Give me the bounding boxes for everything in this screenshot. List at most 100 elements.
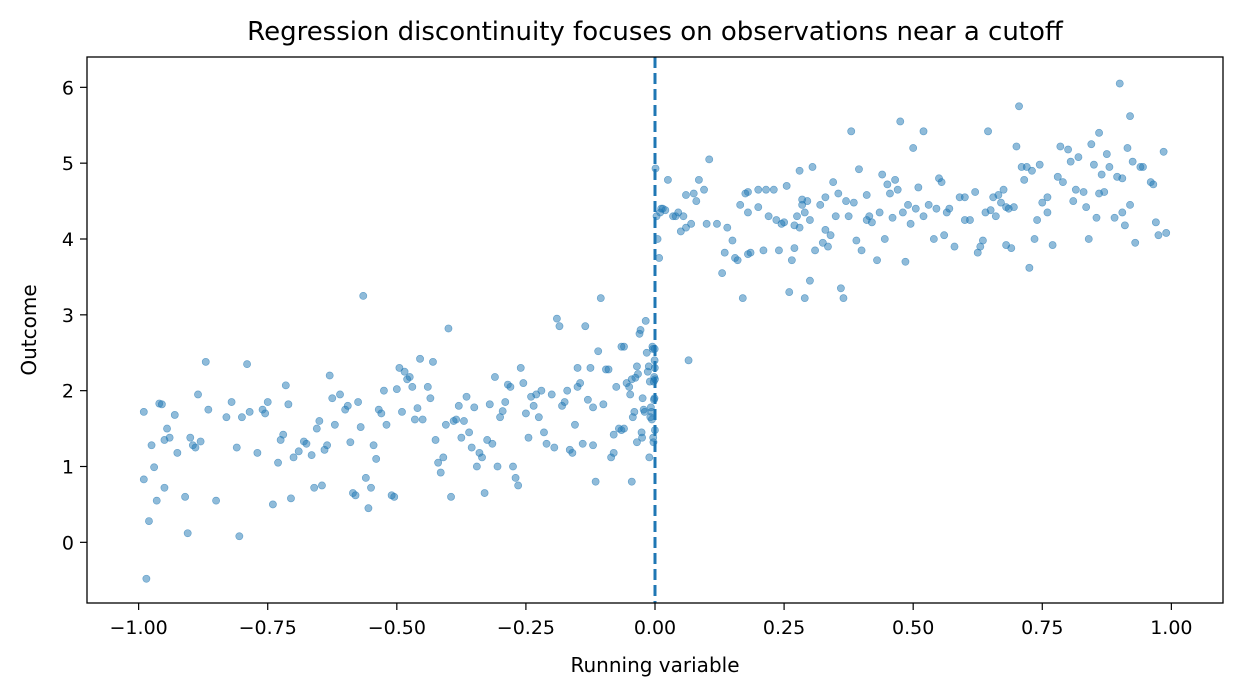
scatter-point — [684, 356, 693, 365]
scatter-point — [361, 473, 370, 482]
scatter-point — [1162, 229, 1171, 237]
scatter-point — [1030, 235, 1039, 243]
scatter-point — [594, 347, 603, 356]
scatter-point — [634, 370, 642, 378]
scatter-point — [534, 413, 543, 422]
scatter-point — [408, 382, 417, 391]
scatter-point — [434, 458, 443, 467]
scatter-point — [777, 219, 786, 228]
scatter-point — [186, 433, 195, 442]
scatter-point — [626, 390, 635, 399]
scatter-point — [238, 413, 246, 422]
scatter-point — [627, 375, 636, 384]
scatter-point — [1082, 203, 1091, 212]
scatter-point — [1071, 185, 1080, 194]
scatter-point — [782, 182, 791, 190]
scatter-point — [800, 208, 809, 217]
scatter-point — [1139, 163, 1147, 171]
scatter-point — [263, 398, 272, 406]
scatter-point — [222, 413, 231, 422]
scatter-point — [824, 242, 832, 251]
scatter-point — [1007, 244, 1016, 252]
scatter-point — [390, 492, 399, 501]
scatter-point — [1012, 142, 1021, 151]
scatter-point — [904, 200, 912, 209]
scatter-point — [627, 477, 636, 486]
scatter-point — [883, 180, 892, 189]
scatter-point — [547, 390, 556, 399]
scatter-point — [568, 448, 577, 457]
scatter-point — [878, 170, 887, 179]
scatter-point — [152, 496, 161, 505]
scatter-point — [139, 407, 148, 416]
scatter-point — [1102, 150, 1111, 158]
scatter-point — [1120, 221, 1129, 230]
scatter-point — [467, 443, 476, 452]
scatter-point — [787, 256, 796, 265]
scatter-point — [599, 400, 608, 409]
scatter-point — [978, 236, 987, 245]
scatter-point — [795, 166, 804, 175]
scatter-point — [790, 244, 799, 252]
scatter-point — [821, 193, 830, 202]
scatter-point — [694, 175, 703, 184]
scatter-point — [441, 420, 450, 429]
scatter-point — [302, 439, 311, 448]
scatter-point — [1123, 144, 1132, 152]
scatter-point — [343, 401, 352, 410]
scatter-point — [960, 193, 969, 202]
scatter-point — [470, 403, 479, 412]
scatter-point — [705, 155, 714, 164]
scatter-point — [806, 216, 814, 224]
scatter-point — [392, 385, 401, 394]
scatter-point — [906, 219, 915, 228]
scatter-point — [416, 354, 424, 363]
x-tick-label: −0.50 — [368, 617, 426, 639]
x-tick-label: −0.75 — [239, 617, 297, 639]
scatter-point — [945, 204, 954, 213]
scatter-point — [227, 398, 236, 406]
scatter-point — [472, 462, 481, 471]
scatter-point — [886, 189, 894, 198]
scatter-point — [940, 231, 949, 240]
scatter-point — [491, 373, 499, 381]
scatter-point — [480, 489, 489, 497]
scatter-point — [986, 206, 995, 215]
scatter-point — [1048, 241, 1057, 249]
scatter-point — [573, 364, 582, 372]
scatter-point — [839, 294, 848, 303]
scatter-point — [1131, 238, 1140, 247]
scatter-point — [145, 517, 153, 525]
scatter-point — [744, 250, 752, 259]
scatter-point — [591, 477, 600, 486]
scatter-point — [279, 430, 288, 439]
scatter-point — [641, 316, 650, 325]
scatter-point — [377, 409, 386, 418]
scatter-point — [919, 127, 928, 136]
scatter-point — [245, 407, 254, 416]
scatter-point — [1028, 166, 1036, 175]
y-tick-label: 4 — [62, 229, 74, 251]
scatter-point — [447, 492, 455, 501]
scatter-point — [1154, 231, 1163, 240]
scatter-point — [578, 439, 587, 448]
scatter-point — [212, 496, 220, 505]
x-tick-label: 0.00 — [634, 617, 676, 639]
scatter-point — [1097, 170, 1106, 179]
scatter-point — [798, 195, 807, 204]
scatter-point — [160, 483, 169, 492]
scatter-point — [640, 407, 649, 416]
scatter-point — [204, 405, 213, 414]
y-tick-label: 5 — [62, 153, 74, 175]
scatter-point — [849, 198, 858, 207]
scatter-point — [769, 185, 778, 194]
scatter-point — [571, 420, 579, 429]
scatter-point — [818, 238, 827, 247]
scatter-point — [261, 409, 270, 418]
scatter-point — [516, 364, 525, 372]
scatter-point — [483, 436, 492, 444]
scatter-point — [170, 411, 179, 419]
scatter-point — [831, 212, 840, 221]
scatter-point — [540, 428, 548, 437]
scatter-point — [462, 392, 471, 401]
